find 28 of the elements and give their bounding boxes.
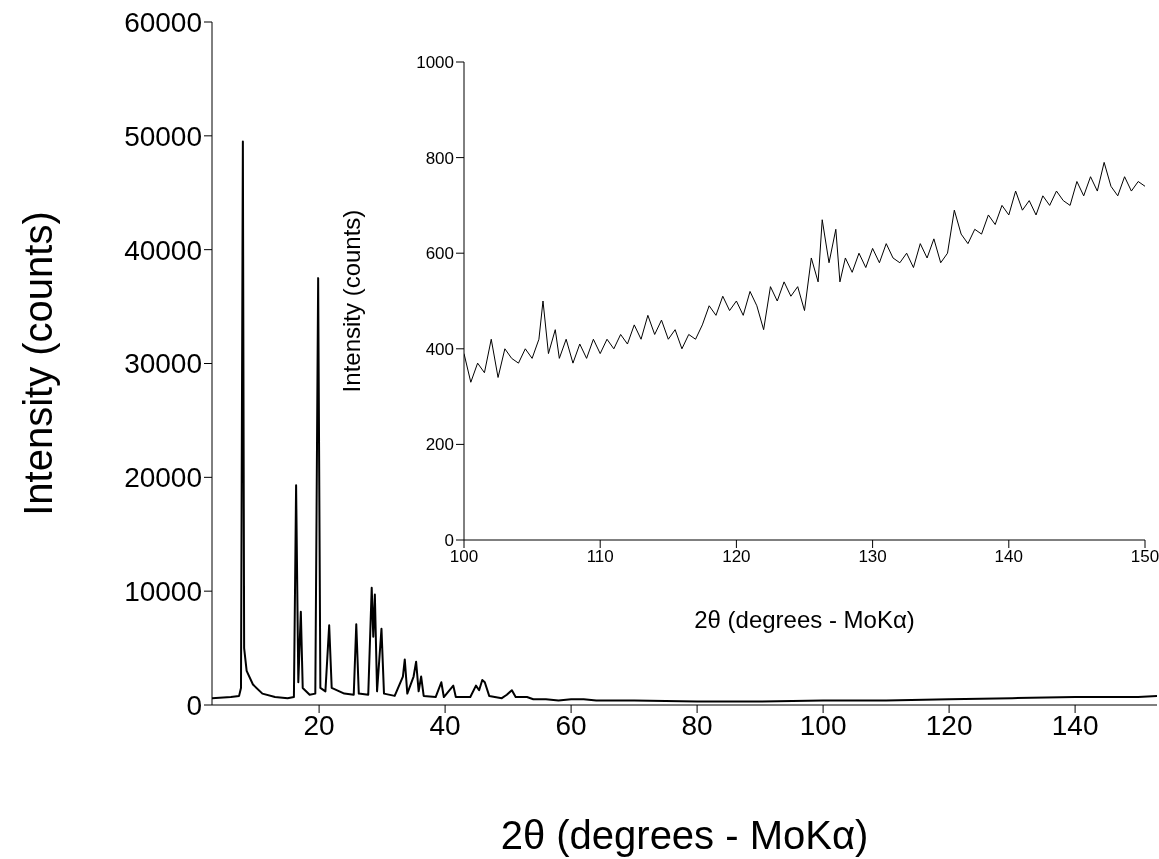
y-tick-label: 50000 bbox=[124, 120, 202, 152]
x-tick-label: 100 bbox=[799, 709, 847, 741]
y-tick-label: 800 bbox=[425, 148, 454, 168]
x-tick-label: 140 bbox=[1051, 709, 1099, 741]
x-axis-title: 2θ (degrees - MoKα) bbox=[694, 606, 915, 633]
x-tick-label: 150 bbox=[1130, 547, 1159, 567]
y-tick-label: 1000 bbox=[416, 53, 454, 73]
y-tick-label: 30000 bbox=[124, 348, 202, 380]
x-tick-label: 80 bbox=[681, 709, 713, 741]
y-tick-label: 10000 bbox=[124, 576, 202, 608]
y-axis-title: Intensity (counts) bbox=[16, 211, 60, 516]
y-tick-label: 60000 bbox=[124, 6, 202, 38]
y-tick-label: 40000 bbox=[124, 234, 202, 266]
x-axis-title: 2θ (degrees - MoKα) bbox=[500, 813, 869, 857]
x-tick-label: 110 bbox=[586, 547, 614, 567]
y-axis-title: Intensity (counts) bbox=[338, 209, 365, 393]
x-tick-label: 120 bbox=[722, 547, 751, 567]
x-tick-label: 40 bbox=[429, 709, 461, 741]
y-tick-label: 200 bbox=[425, 435, 454, 455]
y-tick-label: 600 bbox=[425, 244, 454, 264]
x-tick-label: 130 bbox=[858, 547, 887, 567]
x-tick-label: 120 bbox=[925, 709, 973, 741]
x-tick-label: 60 bbox=[555, 709, 587, 741]
x-tick-label: 20 bbox=[303, 709, 335, 741]
x-tick-label: 140 bbox=[994, 547, 1023, 567]
y-tick-label: 0 bbox=[186, 689, 202, 721]
y-tick-label: 400 bbox=[425, 339, 454, 359]
y-tick-label: 20000 bbox=[124, 462, 202, 494]
